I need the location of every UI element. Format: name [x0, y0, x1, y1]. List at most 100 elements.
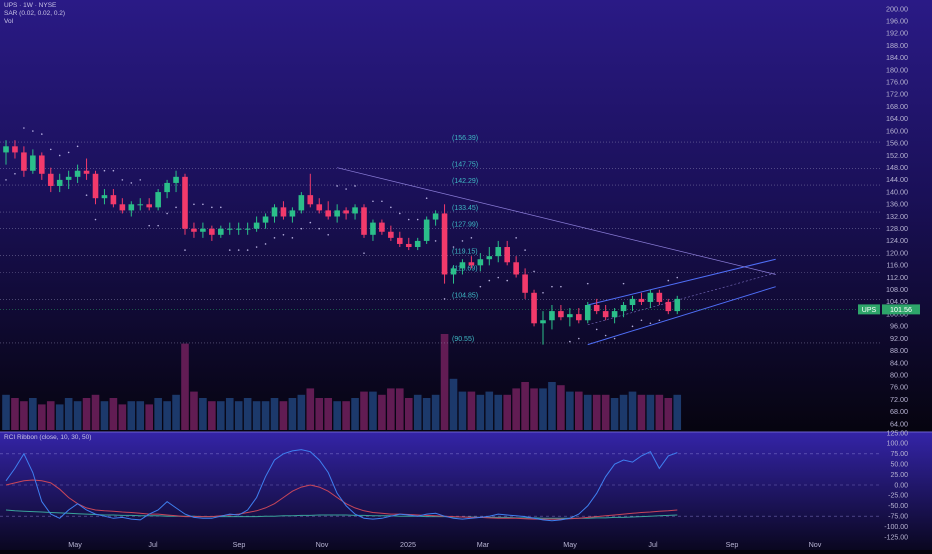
volume-bar: [163, 401, 171, 430]
rci-tick-label: -25.00: [888, 493, 908, 500]
price-tick-label: 76.00: [890, 383, 908, 392]
candle-body: [298, 195, 305, 211]
candle-body: [361, 207, 367, 235]
candle-body: [405, 243, 412, 248]
candle-body: [495, 247, 502, 257]
candle-body: [674, 298, 681, 312]
volume-bar: [252, 401, 261, 430]
candle-layer: [3, 140, 681, 345]
last-price-badge: UPS 101.56: [858, 304, 920, 315]
time-axis-label: 2025: [400, 540, 416, 549]
sar-dot: [586, 282, 589, 285]
sar-dot: [676, 276, 679, 279]
candle-body: [620, 304, 627, 312]
price-tick-label: 168.00: [886, 102, 908, 111]
candle-body: [450, 268, 457, 275]
volume-bar: [566, 391, 574, 430]
candle-body: [137, 204, 144, 206]
candle-body: [334, 210, 340, 217]
fib-level-label: (119.15): [452, 249, 478, 256]
candle-body: [656, 292, 663, 302]
candle-body: [226, 228, 233, 230]
price-badge-value-bg: [882, 304, 920, 315]
volume-bar: [217, 401, 225, 430]
rci-tick-label: 100.00: [887, 441, 909, 448]
candle-body: [576, 314, 582, 321]
volume-bar: [387, 388, 395, 430]
price-tick-label: 156.00: [886, 139, 908, 148]
sar-dot: [139, 179, 142, 181]
candle-body: [110, 195, 117, 205]
sar-dot: [390, 206, 392, 209]
volume-bar: [243, 398, 252, 430]
volume-bar: [73, 401, 82, 430]
time-axis-label: Nov: [316, 540, 329, 549]
price-badge-value: 101.56: [890, 305, 912, 314]
volume-header[interactable]: Vol: [4, 18, 14, 25]
time-axis-label: Nov: [809, 540, 822, 549]
sar-dot: [551, 285, 553, 288]
price-tick-label: 116.00: [887, 261, 908, 270]
volume-bar: [503, 394, 511, 430]
sar-dot: [649, 322, 652, 325]
volume-bar: [333, 401, 341, 430]
rci-slow-line: [5, 509, 678, 519]
volume-bar: [261, 401, 270, 430]
sar-dot: [640, 319, 643, 322]
volume-bar: [55, 404, 64, 430]
volume-bar: [422, 398, 431, 430]
time-axis[interactable]: May Jul Sep Nov 2025 Mar May Jul Sep Nov: [68, 540, 822, 549]
sar-dot: [220, 206, 222, 209]
candle-body: [155, 192, 161, 208]
rci-header[interactable]: RCI Ribbon (close, 10, 30, 50): [4, 434, 92, 441]
candle-body: [39, 155, 45, 174]
candle-body: [441, 213, 448, 275]
rci-tick-label: 125.00: [887, 430, 909, 437]
price-tick-label: 108.00: [886, 285, 908, 294]
volume-bar: [324, 398, 332, 430]
candle-body: [397, 237, 403, 244]
candle-body: [280, 207, 287, 217]
fib-layer: (156.39) (147.75) (142.29) (133.45) (127.99)…: [0, 135, 880, 344]
candle-body: [513, 262, 519, 275]
sar-dot: [193, 203, 195, 206]
price-tick-label: 84.00: [890, 358, 908, 367]
sar-dot: [14, 172, 16, 175]
sar-dot: [542, 291, 544, 294]
sar-dot: [658, 319, 661, 322]
sar-dot: [560, 285, 562, 288]
time-axis-label: Jul: [148, 540, 158, 549]
symbol-header[interactable]: UPS · 1W · NYSE: [4, 2, 57, 9]
price-tick-label: 172.00: [886, 90, 908, 99]
candle-body: [209, 228, 215, 235]
candle-body: [218, 228, 224, 235]
volume-bar: [127, 401, 136, 430]
price-tick-label: 96.00: [890, 322, 908, 331]
candle-body: [262, 216, 269, 223]
candle-body: [540, 320, 546, 324]
sar-dot: [506, 279, 509, 282]
drawing-layer: [0, 127, 880, 346]
price-axis[interactable]: 200.00 196.00 192.00 188.00 184.00 180.00 176.…: [886, 4, 908, 428]
price-tick-label: 92.00: [890, 334, 908, 343]
channel-lower-line: [587, 286, 776, 346]
rci-tick-label: 50.00: [890, 462, 908, 469]
time-axis-label: Sep: [726, 540, 739, 549]
fib-level-label: (90.55): [452, 336, 474, 343]
sar-dot: [497, 276, 500, 279]
sar-dot: [130, 182, 133, 184]
volume-bar: [297, 394, 306, 430]
candle-body: [629, 298, 636, 305]
price-tick-label: 132.00: [886, 212, 908, 221]
candle-body: [56, 179, 63, 186]
sar-header[interactable]: SAR (0.02, 0.02, 0.2): [4, 10, 66, 17]
candle-body: [593, 304, 600, 312]
candle-body: [522, 274, 528, 293]
candle-body: [244, 228, 251, 230]
volume-layer: [2, 334, 682, 430]
time-axis-label: Jul: [648, 540, 658, 549]
candle-body: [74, 170, 81, 177]
volume-bar: [64, 398, 73, 430]
